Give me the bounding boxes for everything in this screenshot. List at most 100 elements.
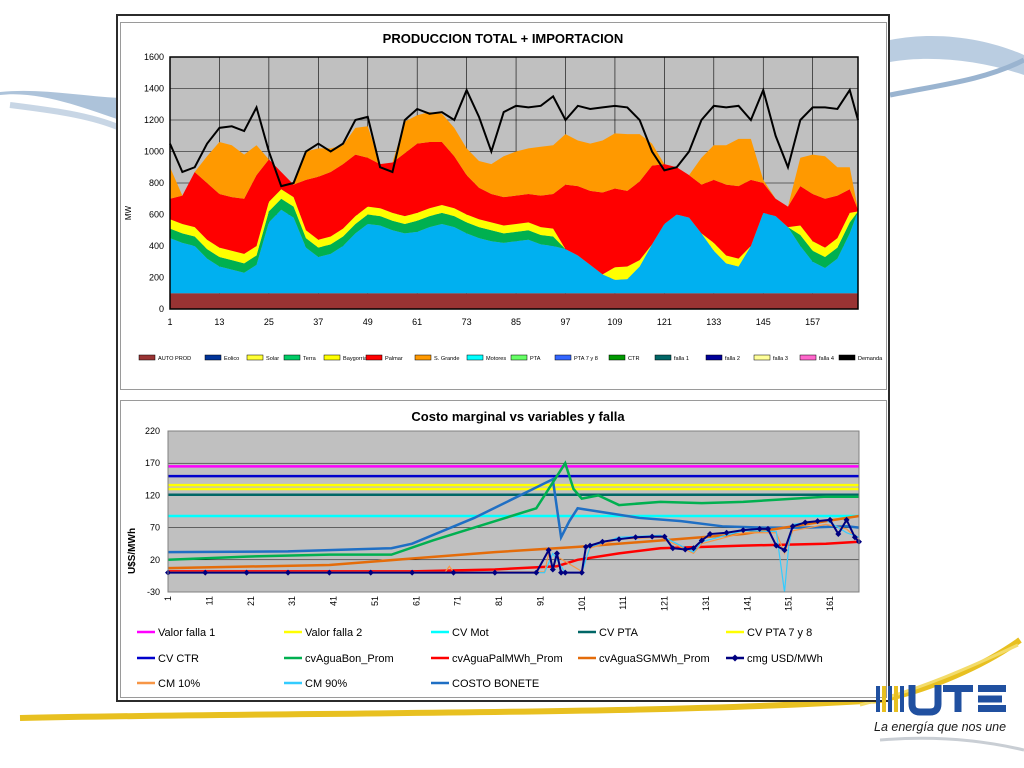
legend-label: cvAguaPalMWh_Prom [452, 653, 563, 665]
cmg-marker [723, 529, 730, 536]
y-tick-label: 220 [145, 426, 160, 436]
cmg-marker [773, 542, 780, 549]
x-tick-label: 13 [214, 317, 224, 327]
legend-label: cvAguaSGMWh_Prom [599, 653, 710, 665]
x-tick-label: 37 [313, 317, 323, 327]
swoosh-bottom-yellow [19, 637, 1022, 721]
series-line [167, 460, 859, 562]
legend-label: cvAguaBon_Prom [305, 653, 394, 665]
x-tick-label: 11 [204, 596, 214, 605]
legend-swatch [654, 354, 672, 361]
legend-label: falla 4 [819, 356, 834, 362]
logo-mark [876, 686, 904, 712]
legend-label: Valor falla 1 [158, 627, 215, 639]
x-tick-label: 141 [742, 596, 752, 611]
y-tick-label: 20 [150, 555, 160, 565]
cmg-marker [698, 537, 705, 544]
cmg-marker [450, 569, 457, 576]
y-tick-label: 170 [145, 458, 160, 468]
cmg-marker [578, 569, 585, 576]
legend-label: Eolico [224, 356, 239, 362]
legend-swatch [466, 354, 484, 361]
area-series-4 [170, 189, 858, 280]
area-series-6 [170, 112, 858, 210]
cmg-marker [553, 550, 560, 557]
cmg-marker [814, 518, 821, 525]
legend-swatch [608, 354, 626, 361]
marginal-cost-chart-panel: Costo marginal vs variables y falla -30 2… [120, 400, 887, 698]
x-tick-label: 121 [657, 317, 672, 327]
y-axis-label: MW [124, 205, 133, 220]
x-tick-label: 61 [412, 317, 422, 327]
demand-line [169, 86, 859, 188]
cmg-marker [835, 531, 842, 538]
cmg-marker [843, 516, 850, 523]
ute-logo [876, 685, 1006, 716]
plot-border [167, 430, 860, 593]
chart-title: Costo marginal vs variables y falla [411, 409, 625, 424]
legend-label: Motores [486, 356, 506, 362]
cmg-marker [802, 519, 809, 526]
x-tick-label: 121 [660, 596, 670, 611]
cmg-marker [326, 569, 333, 576]
legend-label: Demanda [858, 356, 883, 362]
y-tick-label: 400 [149, 241, 164, 251]
cmg-marker [549, 566, 556, 573]
x-tick-label: 31 [287, 596, 297, 606]
legend-label: falla 3 [773, 356, 788, 362]
x-tick-label: 49 [363, 317, 373, 327]
x-tick-label: 81 [494, 596, 504, 606]
y-axis-label: U$S/MWh [127, 528, 138, 574]
legend-label: CTR [628, 356, 640, 362]
legend-marker [731, 654, 739, 662]
cmg-marker [367, 569, 374, 576]
x-tick-label: 91 [535, 596, 545, 606]
x-tick-label: 151 [784, 596, 794, 611]
cmg-marker [682, 546, 689, 553]
legend-swatch [138, 354, 156, 361]
x-tick-label: 73 [462, 317, 472, 327]
legend-label: CV Mot [452, 627, 489, 639]
legend-label: falla 2 [725, 356, 740, 362]
cmg-marker [243, 569, 250, 576]
legend-label: Terra [303, 356, 317, 362]
legend-swatch [705, 354, 723, 361]
x-tick-label: 41 [329, 596, 339, 606]
area-series-3 [170, 198, 858, 280]
cmg-marker [616, 536, 623, 543]
chart-title: PRODUCCION TOTAL + IMPORTACION [383, 31, 624, 46]
legend-swatch [414, 354, 432, 361]
y-tick-label: 1200 [144, 115, 164, 125]
brand-tagline: La energía que nos une [874, 720, 1007, 734]
production-chart: PRODUCCION TOTAL + IMPORTACION 0 200 400 60… [124, 31, 883, 362]
area-series-0 [170, 293, 858, 309]
legend-label: Valor falla 2 [305, 627, 362, 639]
y-tick-label: 1000 [144, 147, 164, 157]
cmg-marker [851, 534, 858, 541]
marginal-cost-chart: Costo marginal vs variables y falla -30 2… [127, 409, 862, 690]
cmg-marker [740, 527, 747, 534]
legend-label: PTA [530, 356, 541, 362]
area-series-5 [170, 142, 858, 275]
cmg-marker [533, 569, 540, 576]
legend-label: CV CTR [158, 653, 199, 665]
x-tick-label: 109 [607, 317, 622, 327]
y-tick-label: 1400 [144, 84, 164, 94]
x-tick-label: 71 [453, 596, 463, 606]
legend-label: CV PTA 7 y 8 [747, 627, 812, 639]
cmg-marker [669, 545, 676, 552]
legend-swatch [838, 354, 856, 361]
cmg-marker [284, 569, 291, 576]
cmg-marker [558, 569, 565, 576]
legend-label: cmg USD/MWh [747, 653, 823, 665]
legend-swatch [510, 354, 528, 361]
swoosh-bottom-gray [879, 736, 1024, 752]
y-tick-label: 800 [149, 178, 164, 188]
x-tick-label: 61 [411, 596, 421, 606]
legend-swatch [365, 354, 383, 361]
x-tick-label: 51 [370, 596, 380, 606]
legend-swatch [283, 354, 301, 361]
cmg-marker [756, 525, 763, 532]
legend-label: Baygorria [343, 356, 368, 362]
cmg-marker [587, 542, 594, 549]
